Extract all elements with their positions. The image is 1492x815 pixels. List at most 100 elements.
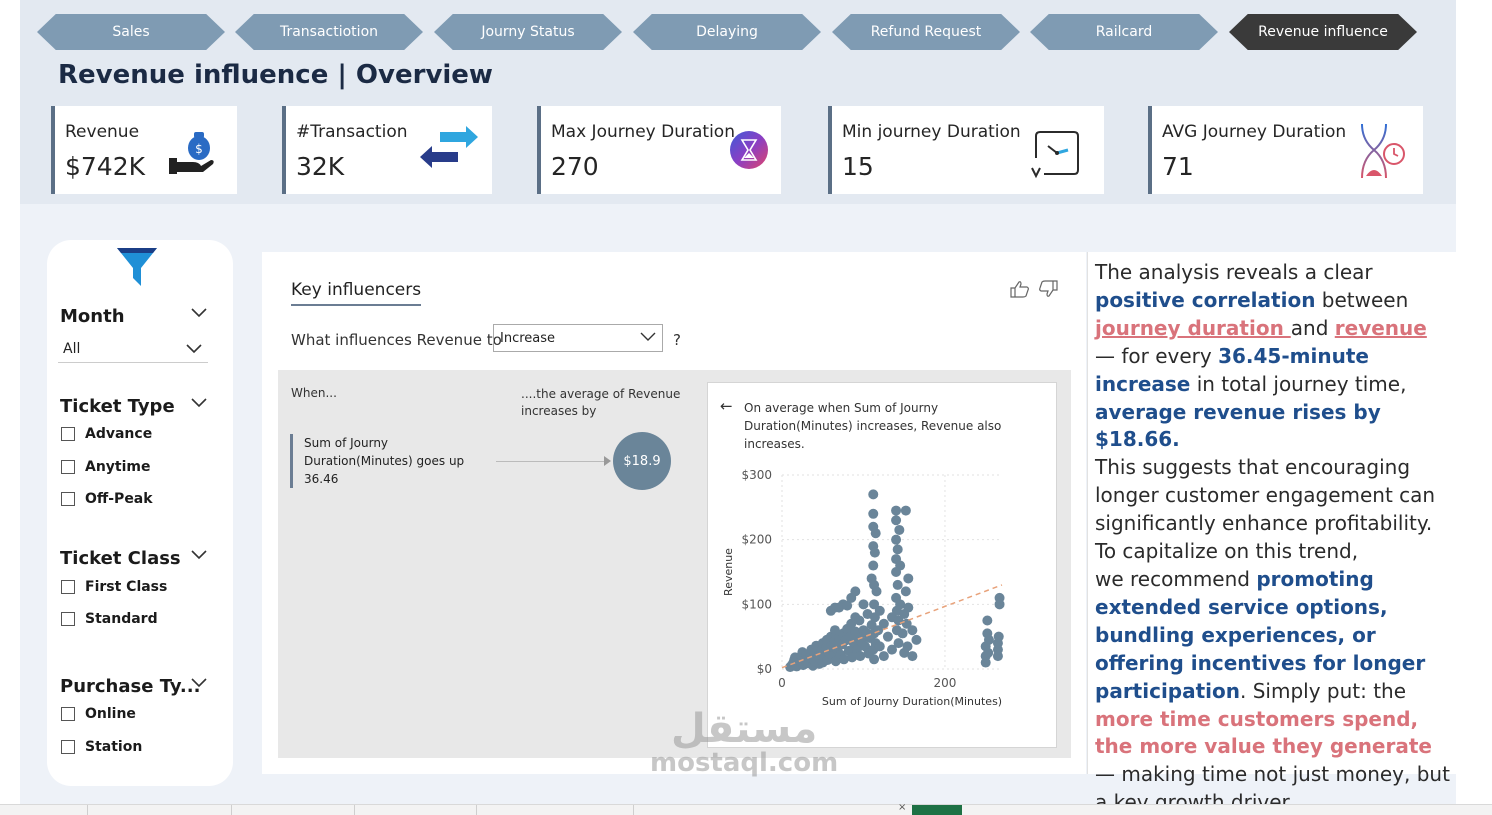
scatter-point (868, 489, 879, 500)
checkbox-anytime[interactable]: Anytime (61, 459, 151, 475)
funnel-icon (115, 246, 159, 292)
checkbox-box[interactable] (61, 707, 75, 721)
filter-ticket-class-title: Ticket Class (60, 548, 181, 569)
increase-dropdown[interactable]: Increase (493, 324, 663, 352)
checkbox-advance[interactable]: Advance (61, 426, 152, 442)
influencer-item[interactable]: Sum of Journy Duration(Minutes) goes up … (290, 434, 480, 488)
scatter-point (982, 615, 993, 626)
chevron-down-icon[interactable] (191, 398, 207, 408)
scatter-point (892, 544, 903, 555)
swap-arrows-icon (418, 126, 480, 178)
scatter-point (869, 654, 880, 665)
narr-text: and (1290, 315, 1335, 340)
narr-text: — for every (1095, 343, 1219, 368)
scatter-point (983, 647, 994, 658)
scatter-point (887, 644, 897, 655)
kpi-value: 270 (551, 152, 599, 181)
scatter-point (902, 641, 913, 652)
strip-separator (633, 805, 634, 815)
trend-line (781, 584, 1003, 669)
thumbs-down-icon[interactable] (1038, 280, 1058, 302)
checkbox-box[interactable] (61, 612, 75, 626)
tab-railcard[interactable]: Railcard (1030, 14, 1218, 50)
tab-delaying[interactable]: Delaying (633, 14, 821, 50)
checkbox-box[interactable] (61, 740, 75, 754)
scatter-point (854, 615, 865, 626)
chevron-down-icon[interactable] (191, 678, 207, 688)
checkbox-label: Advance (85, 426, 153, 442)
scatter-point (895, 599, 906, 610)
tab-journey-status[interactable]: Journy Status (434, 14, 622, 50)
checkbox-label: Online (85, 706, 136, 722)
chevron-down-icon[interactable] (191, 308, 207, 318)
scatter-point (855, 651, 866, 662)
clock-icon (1028, 128, 1082, 184)
narr-highlight-red: more time customers spend, the more valu… (1095, 706, 1432, 759)
narr-text: we recommend (1095, 566, 1257, 591)
narr-underline: journey duration (1095, 315, 1291, 340)
chevron-down-icon[interactable] (191, 550, 207, 560)
tab-revenue-influence[interactable]: Revenue influence (1229, 14, 1417, 50)
increase-dropdown-value: Increase (500, 331, 556, 346)
kpi-label: Revenue (65, 122, 140, 142)
tab-refund-request[interactable]: Refund Request (832, 14, 1020, 50)
key-influencers-visual: Key influencers What influences Revenue … (262, 252, 1086, 774)
kpi-card-transaction: #Transaction 32K (282, 106, 492, 194)
close-icon[interactable]: × (898, 802, 907, 813)
key-influencers-title[interactable]: Key influencers (291, 280, 422, 306)
tab-sales[interactable]: Sales (37, 14, 225, 50)
checkbox-station[interactable]: Station (61, 739, 142, 755)
scatter-point (850, 586, 861, 597)
x-tick-label: 0 (778, 676, 786, 690)
chevron-down-icon (640, 331, 656, 346)
y-tick-label: $0 (757, 662, 772, 676)
scatter-point (878, 651, 889, 662)
checkbox-label: Station (85, 739, 143, 755)
scatter-point (868, 508, 879, 519)
hourglass-circle-icon (729, 130, 769, 174)
kpi-value: $742K (65, 152, 146, 181)
scatter-point (829, 625, 840, 636)
scatter-point (870, 528, 881, 539)
scatter-point (994, 599, 1005, 610)
when-label: When... (291, 386, 337, 400)
tab-transaction[interactable]: Transactiotion (235, 14, 423, 50)
thumbs-up-icon[interactable] (1010, 280, 1030, 302)
scatter-point (983, 634, 994, 645)
back-arrow-icon[interactable]: ← (720, 397, 733, 415)
narrative-panel: The analysis reveals a clear positive co… (1087, 252, 1456, 814)
scatter-point (878, 618, 889, 629)
scatter-point (871, 586, 882, 597)
checkbox-box[interactable] (61, 427, 75, 441)
x-axis-label: Sum of Journy Duration(Minutes) (822, 695, 1002, 708)
watermark-arabic: مستقل (670, 706, 818, 752)
x-tick-label: 200 (934, 676, 957, 690)
chevron-down-icon (186, 342, 202, 358)
question-mark: ? (673, 331, 681, 349)
kpi-card-max-duration: Max Journey Duration 270 (537, 106, 781, 194)
filter-panel: Month All Ticket Type Advance Anytime Of… (47, 240, 233, 786)
checkbox-label: First Class (85, 579, 168, 595)
impact-bubble: $18.9 (613, 432, 671, 490)
scatter-point (882, 631, 893, 642)
checkbox-box[interactable] (61, 460, 75, 474)
sheet-tab-strip: × (0, 802, 1492, 815)
scatter-point (874, 605, 885, 616)
checkbox-box[interactable] (61, 580, 75, 594)
checkbox-online[interactable]: Online (61, 706, 136, 722)
checkbox-first-class[interactable]: First Class (61, 579, 167, 595)
active-sheet-tab[interactable] (912, 805, 962, 815)
month-dropdown[interactable]: All (58, 335, 208, 363)
scatter-point (993, 631, 1004, 642)
checkbox-off-peak[interactable]: Off-Peak (61, 491, 153, 507)
scatter-chart: $0 $100 $200 $300 0 200 Revenue Sum of Journ… (722, 468, 1005, 708)
strip-separator (231, 805, 232, 815)
scatter-point (897, 628, 908, 639)
checkbox-box[interactable] (61, 492, 75, 506)
scatter-point (893, 638, 904, 649)
scatter-point (900, 586, 911, 597)
scatter-point (858, 599, 869, 610)
checkbox-standard[interactable]: Standard (61, 611, 158, 627)
influencer-question: What influences Revenue to (291, 331, 502, 349)
